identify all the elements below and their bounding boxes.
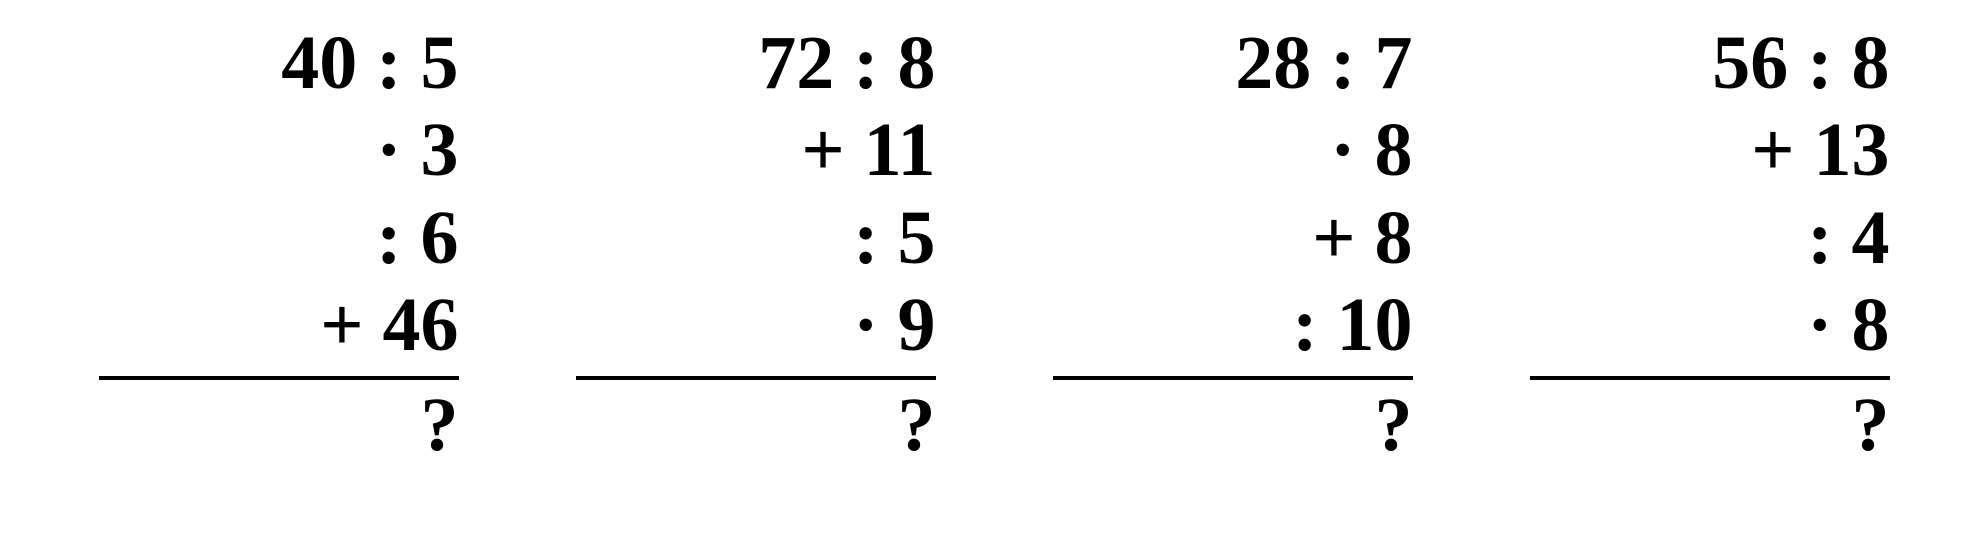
problem-line: 28 : 7: [1235, 20, 1412, 107]
problem-line: + 46: [320, 282, 458, 369]
problem-line: 56 : 8: [1712, 20, 1889, 107]
horizontal-rule: [576, 376, 936, 380]
answer-placeholder: ?: [99, 382, 459, 469]
problem-line: : 10: [1292, 282, 1412, 369]
math-problem-1: 40 : 5 · 3 : 6 + 46 ?: [99, 20, 459, 469]
math-problem-4: 56 : 8 + 13 : 4 · 8 ?: [1530, 20, 1890, 469]
problem-line: + 11: [801, 107, 935, 194]
answer-placeholder: ?: [1053, 382, 1413, 469]
problem-line: · 9: [853, 282, 935, 369]
problem-line: + 13: [1751, 107, 1889, 194]
problem-line: : 6: [376, 195, 458, 282]
answer-placeholder: ?: [1530, 382, 1890, 469]
problem-line: · 8: [1330, 107, 1412, 194]
horizontal-rule: [1530, 376, 1890, 380]
problem-line: : 4: [1807, 195, 1889, 282]
horizontal-rule: [99, 376, 459, 380]
problem-line: : 5: [853, 195, 935, 282]
math-problem-2: 72 : 8 + 11 : 5 · 9 ?: [576, 20, 936, 469]
answer-placeholder: ?: [576, 382, 936, 469]
problem-line: · 8: [1807, 282, 1889, 369]
problem-line: 72 : 8: [758, 20, 935, 107]
math-problem-3: 28 : 7 · 8 + 8 : 10 ?: [1053, 20, 1413, 469]
problem-line: · 3: [376, 107, 458, 194]
problem-line: + 8: [1312, 195, 1412, 282]
horizontal-rule: [1053, 376, 1413, 380]
problem-line: 40 : 5: [281, 20, 458, 107]
